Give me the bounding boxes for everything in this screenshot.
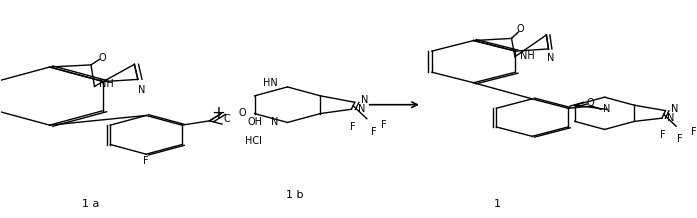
Text: OH: OH	[247, 117, 263, 127]
Text: F: F	[144, 156, 149, 166]
Text: F: F	[371, 127, 376, 137]
Text: N: N	[671, 104, 678, 114]
Text: N: N	[271, 118, 279, 128]
Text: O: O	[516, 24, 524, 34]
Text: F: F	[691, 127, 696, 137]
Text: N: N	[667, 113, 675, 123]
Text: N: N	[603, 104, 611, 114]
Text: O: O	[586, 98, 594, 108]
Text: O: O	[239, 108, 247, 118]
Text: NH: NH	[520, 51, 535, 61]
Text: F: F	[677, 134, 682, 144]
Text: N: N	[362, 95, 369, 105]
Text: 1 b: 1 b	[286, 190, 303, 200]
Text: C: C	[224, 114, 230, 124]
Text: +: +	[212, 104, 225, 122]
Text: F: F	[381, 120, 387, 130]
Text: HCl: HCl	[245, 136, 261, 146]
Text: F: F	[659, 130, 665, 140]
Text: NH: NH	[100, 79, 114, 89]
Text: F: F	[350, 122, 356, 132]
Text: 1: 1	[494, 199, 501, 209]
Text: N: N	[547, 53, 554, 63]
Text: N: N	[358, 104, 365, 114]
Text: 1 a: 1 a	[82, 199, 100, 209]
Text: O: O	[99, 53, 107, 63]
Text: N: N	[137, 85, 145, 95]
Text: HN: HN	[263, 78, 277, 88]
